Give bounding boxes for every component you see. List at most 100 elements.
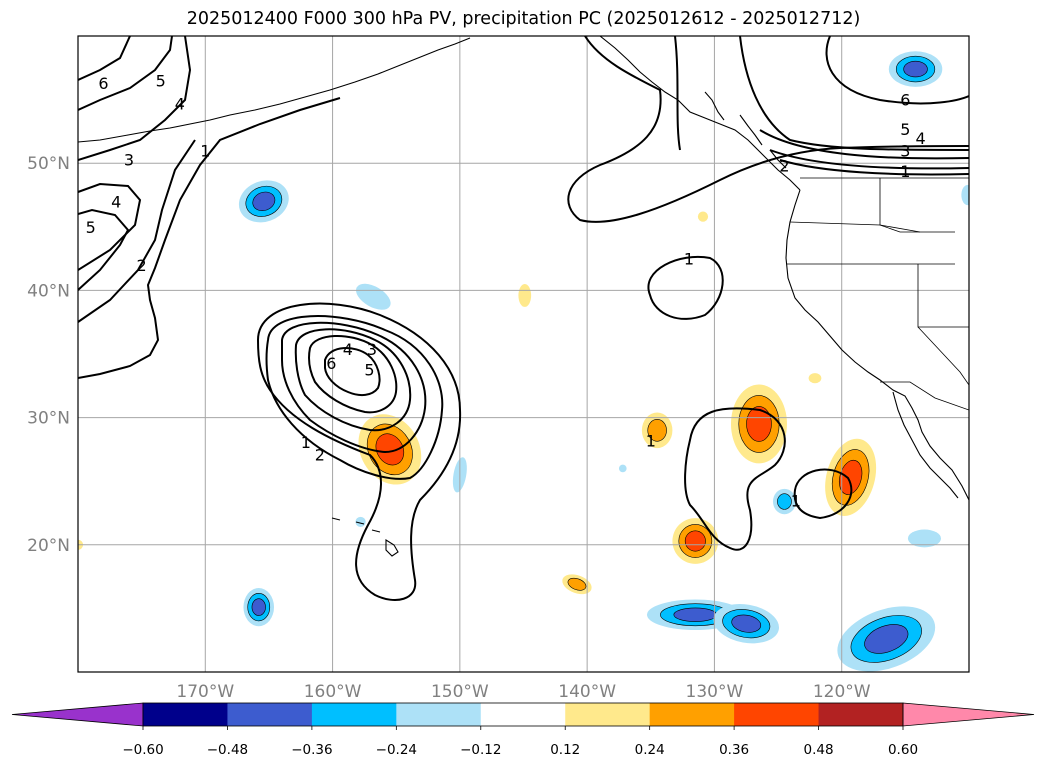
precip-blob — [808, 373, 822, 384]
precip-blob — [772, 488, 796, 515]
lat-tick-label: 30°N — [27, 409, 70, 429]
colorbar-swatch — [227, 703, 313, 726]
map-frame — [77, 35, 970, 673]
axis-ticks: 170°W 160°W 150°W 140°W 130°W 120°W 20°N 30°N 40… — [27, 154, 871, 702]
colorbar-tick-label: 0.60 — [887, 742, 919, 758]
pv-contours — [78, 36, 969, 601]
colorbar-tick-label: 0.24 — [634, 742, 665, 758]
colorbar-tick-label: −0.48 — [206, 742, 249, 758]
pv-contour-east-ring — [647, 255, 724, 320]
coastline-west-coast — [785, 189, 969, 501]
chart-title: 2025012400 F000 300 hPa PV, precipitatio… — [186, 9, 861, 29]
pv-contour-label: 5 — [900, 120, 910, 139]
pv-contour-label: 5 — [364, 360, 374, 379]
pv-contour-label: 1 — [646, 431, 656, 450]
precip-band — [808, 373, 822, 384]
precip-band — [251, 598, 266, 616]
pv-contour-east-lobe — [684, 407, 786, 551]
pv-contour-2 — [78, 97, 341, 379]
coastline-alaska — [599, 36, 801, 191]
precip-band — [618, 464, 627, 473]
precip-blob — [672, 518, 719, 564]
colorbar-swatch — [649, 703, 735, 726]
precip-blob — [243, 588, 275, 627]
precipitation-layer — [78, 51, 969, 672]
pv-contour-label: 1 — [301, 433, 311, 452]
precip-band — [684, 530, 706, 552]
graticule — [78, 36, 969, 672]
colorbar-swatch — [143, 703, 228, 726]
pv-contour-west-1 — [674, 36, 681, 151]
pv-cutoff-3 — [281, 321, 427, 454]
precip-band — [697, 211, 709, 222]
colorbar-swatch — [311, 703, 397, 726]
pv-contour-4 — [78, 182, 142, 271]
pv-contour-east-small — [793, 468, 853, 520]
pv-contour-label: 4 — [111, 192, 121, 211]
pv-contour-label: 1 — [684, 250, 694, 269]
colorbar-outline — [142, 702, 904, 727]
precip-band — [864, 624, 909, 654]
coastline-hawaii — [331, 517, 399, 557]
border-or-id — [879, 178, 921, 233]
precip-blob — [358, 414, 422, 485]
precip-blob — [355, 516, 366, 527]
precip-blob — [618, 464, 627, 473]
pv-cutoff-5 — [308, 334, 398, 414]
pv-contour-label: 2 — [315, 445, 325, 464]
pv-contour-north-1 — [78, 36, 192, 161]
precip-band — [903, 60, 928, 78]
coastline-baja — [892, 391, 959, 499]
precip-blob — [641, 412, 673, 449]
pv-contour-label: 6 — [900, 91, 910, 110]
colorbar-tick-label: −0.24 — [375, 742, 418, 758]
pv-contour-label: 3 — [367, 340, 377, 359]
precip-band — [838, 459, 863, 495]
pv-contour-jet-1 — [739, 36, 969, 151]
precip-band — [961, 184, 969, 206]
precip-band — [647, 419, 667, 442]
colorbar-tick-label: −0.60 — [122, 742, 164, 758]
colorbar — [11, 702, 1035, 730]
coastline-bc-islands — [704, 91, 787, 169]
colorbar-extend-max — [902, 702, 1035, 727]
precip-band — [355, 516, 366, 527]
precip-blob — [238, 180, 289, 223]
pv-contour-label: 1 — [900, 162, 910, 181]
pv-cutoff-2 — [265, 315, 444, 480]
lat-tick-label: 50°N — [27, 154, 70, 174]
pv-contour-label: 5 — [156, 72, 166, 91]
lon-tick-label: 170°W — [176, 682, 234, 702]
pv-contour-label: 6 — [98, 74, 108, 93]
pv-contour-label: 3 — [124, 150, 134, 169]
precip-band — [567, 577, 587, 591]
precip-band — [673, 607, 718, 622]
colorbar-swatch — [565, 703, 651, 726]
map-background — [78, 36, 969, 672]
precip-band — [777, 493, 792, 510]
colorbar-extend-min — [11, 702, 144, 727]
pv-contour-label: 4 — [343, 340, 353, 359]
border-nevada-az — [917, 326, 969, 386]
pv-cutoff-4 — [294, 328, 412, 432]
colorbar-swatch — [734, 703, 820, 726]
pv-contour-label: 6 — [326, 354, 336, 373]
precip-blob — [825, 438, 877, 516]
precip-band — [907, 529, 941, 548]
pv-contour-label: 1 — [791, 491, 801, 510]
precip-blob — [713, 604, 780, 644]
pv-contour-label: 5 — [86, 218, 96, 237]
precip-blob — [907, 529, 941, 548]
pv-contour-label: 2 — [779, 157, 789, 176]
precip-band — [518, 284, 532, 307]
colorbar-tick-label: 0.36 — [719, 742, 750, 758]
colorbar-tick-label: 0.48 — [803, 742, 834, 758]
border-mexico — [880, 381, 969, 411]
colorbar-tick-label: −0.36 — [291, 742, 333, 758]
lat-tick-label: 20°N — [27, 536, 70, 556]
precip-band — [746, 406, 772, 442]
precip-band — [375, 433, 405, 466]
pv-contour-3 — [78, 139, 196, 323]
pv-contour-5 — [78, 208, 130, 291]
